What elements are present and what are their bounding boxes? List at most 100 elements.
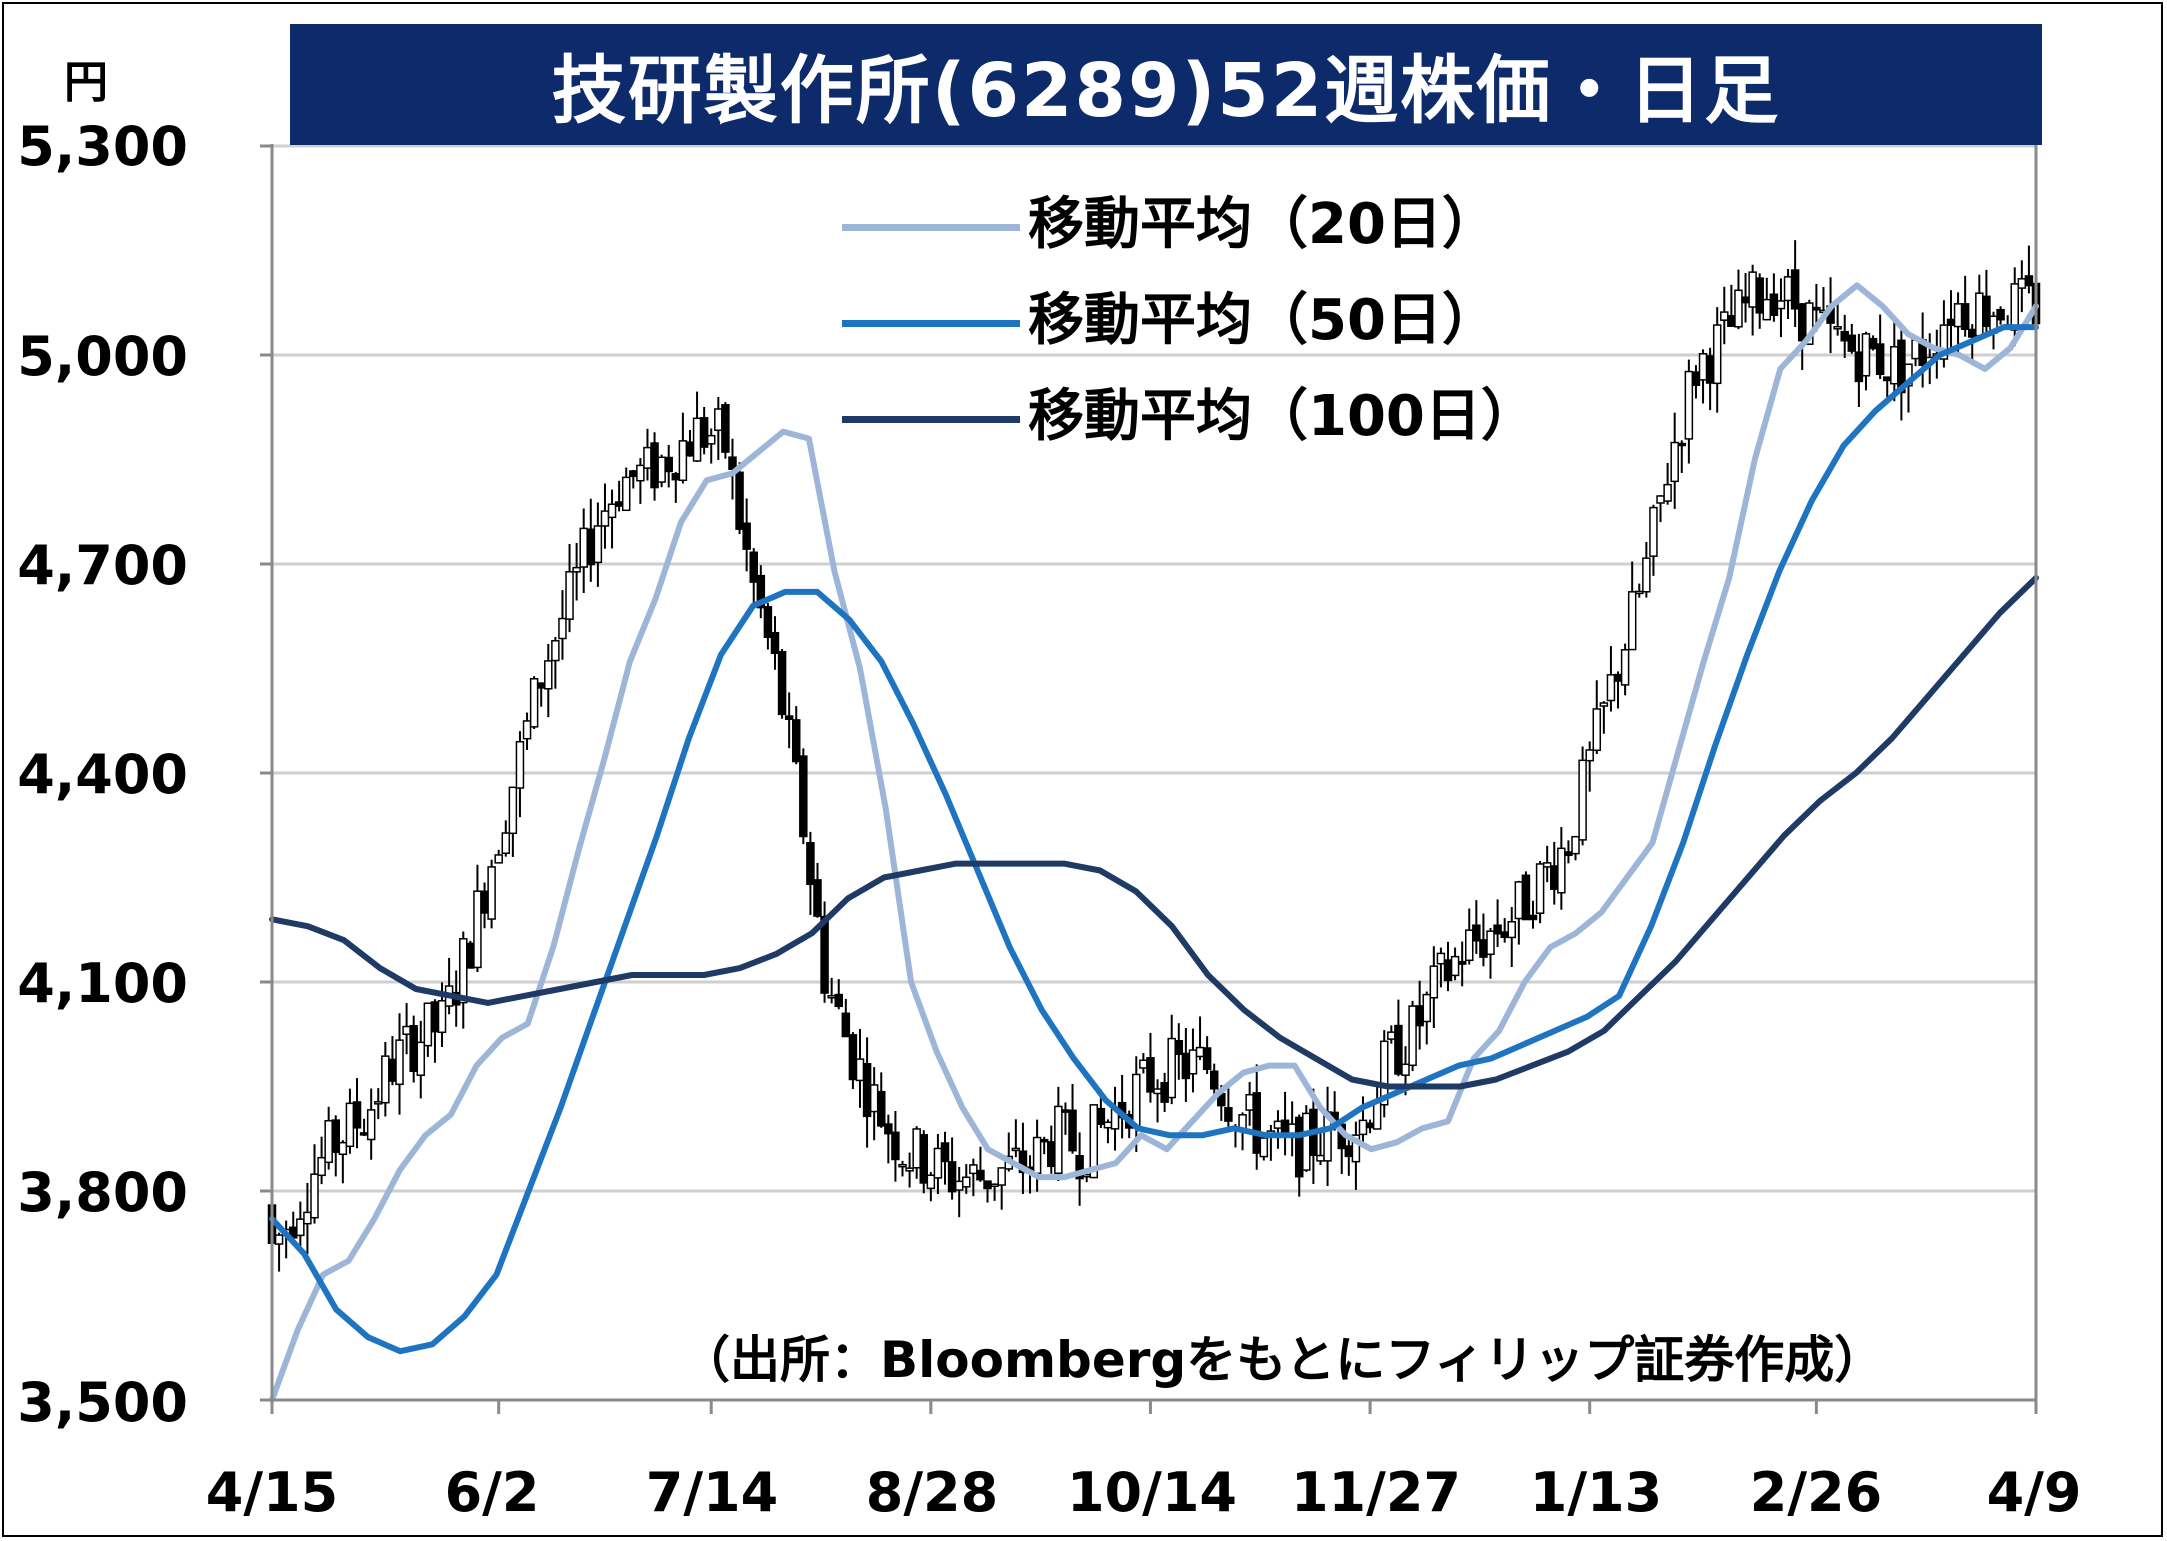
candle-body [848,1034,858,1081]
candle-body [324,1120,333,1164]
candle-body [791,719,801,763]
candle-body [933,1147,943,1179]
candle-body [1011,1147,1021,1152]
candle-body [1875,343,1885,376]
candle-body [1195,1046,1205,1058]
candle-body [1649,506,1658,557]
candle-body [593,525,603,564]
candle-body [1939,324,1949,360]
candle-body [1358,1119,1368,1136]
candle-body [1890,346,1899,385]
candle-body [1443,959,1453,982]
candle-body [799,755,808,838]
candle-body [494,854,503,864]
candle-body [1096,1107,1106,1126]
candle-body [1082,1173,1091,1178]
candle-body [1500,931,1509,939]
candle-body [544,660,553,690]
candlesticks [267,240,2041,1272]
candle-body [1188,1049,1198,1075]
y-tick-label: 5,300 [17,115,188,178]
candle-body [551,640,560,662]
candle-body [869,1084,879,1113]
candle-body [473,890,482,969]
candle-body [409,1025,418,1073]
candle-body [1132,1073,1141,1129]
candle-body [402,1025,411,1035]
candle-body [317,1156,326,1177]
x-tick-label: 2/26 [1749,1461,1883,1524]
candle-body [352,1101,362,1129]
candle-body [1252,1092,1261,1154]
candle-body [636,464,645,482]
candle-body [1408,1005,1417,1067]
legend-item-ma100: 移動平均（100日） [842,382,1542,452]
candle-body [395,1039,404,1086]
candle-body [1032,1136,1042,1175]
candle-body [749,551,758,583]
y-tick-label: 5,000 [17,325,188,388]
candle-body [1457,960,1467,965]
candle-body [990,1183,999,1187]
candle-body [1542,862,1552,868]
candle-body [2010,283,2019,331]
candle-body [1209,1070,1219,1090]
candle-body [784,715,794,720]
candle-body [1599,702,1609,707]
candle-body [579,527,588,568]
candle-body [1613,673,1623,682]
moving-average-line [269,574,2039,1090]
candle-body [1018,1150,1028,1174]
candle-body [1422,993,1431,1023]
candle-body [1656,495,1665,504]
candle-body [1720,311,1729,321]
candle-body [487,866,496,920]
candle-body [586,528,596,566]
candle-body [671,473,681,481]
candle-body [1741,296,1750,304]
candle-body [1797,303,1807,342]
candle-body [1174,1039,1184,1056]
candle-body [1776,300,1786,310]
candle-body [1691,371,1701,386]
candle-body [1783,276,1793,302]
candle-body [1479,939,1488,958]
candle-body [728,456,737,470]
candle-body [416,1041,426,1076]
candle-body [756,574,766,609]
candle-body [1960,303,1970,330]
candle-body [366,1109,376,1141]
candle-body [1620,649,1630,686]
y-tick-label: 3,500 [17,1371,188,1434]
candle-body [1521,874,1531,921]
candle-body [1401,1063,1410,1076]
candle-body [884,1123,893,1135]
legend-swatch [842,224,1020,231]
candle-body [501,832,511,854]
legend-swatch [842,320,1020,327]
candle-body [706,434,716,445]
candle-body [1181,1052,1191,1080]
candle-body [1472,924,1481,942]
y-axis-unit: 円 [64,57,108,108]
candle-body [522,720,532,740]
candle-body [898,1163,907,1168]
legend-label: 移動平均（100日） [1028,384,1537,449]
candle-body [1436,952,1446,965]
candle-body [310,1173,319,1219]
candle-body [1103,1121,1113,1129]
candle-body [1465,929,1474,962]
candle-body [529,678,539,728]
candle-body [1245,1093,1254,1111]
candle-body [423,1002,433,1047]
y-tick-label: 3,800 [17,1161,188,1224]
candle-body [834,993,843,1008]
candle-body [1550,865,1559,890]
candle-body [657,456,666,483]
candle-body [1394,1024,1403,1075]
candle-body [558,617,567,640]
candle-body [1075,1155,1084,1180]
candle-body [430,1001,440,1033]
candle-body [374,1101,383,1105]
candle-body [1946,318,1956,326]
